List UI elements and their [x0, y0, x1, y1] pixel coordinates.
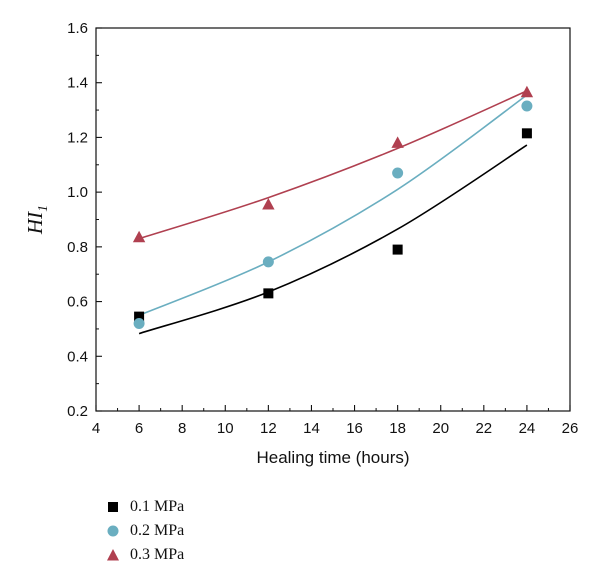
data-point-circle: [133, 317, 145, 329]
y-axis-title-main: HI: [23, 211, 47, 235]
x-tick-label: 16: [346, 420, 363, 437]
x-axis-title: Healing time (hours): [256, 448, 409, 467]
x-tick-label: 10: [217, 420, 234, 437]
legend-square-marker-icon: [108, 502, 118, 512]
x-tick-label: 12: [260, 420, 277, 437]
data-point-triangle: [132, 230, 146, 243]
x-tick-label: 24: [519, 420, 536, 437]
y-tick-label: 1.0: [67, 184, 88, 201]
data-point-square: [521, 128, 532, 139]
x-tick-label: 6: [135, 420, 143, 437]
data-point-square: [392, 244, 403, 255]
data-markers: [132, 85, 534, 329]
x-tick-label: 18: [389, 420, 406, 437]
y-tick-label: 1.4: [67, 75, 88, 92]
y-tick-label: 0.8: [67, 239, 88, 256]
legend-label: 0.2 MPa: [130, 522, 185, 539]
legend-circle-marker-icon: [107, 525, 119, 537]
data-point-square: [134, 311, 145, 322]
y-tick-label: 1.2: [67, 129, 88, 146]
y-axis-ticks: 0.2 0.4 0.6 0.8 1.0 1.2 1.4 1.6: [67, 20, 102, 420]
fit-curve-series-0: [138, 144, 528, 335]
legend-item-0-2-mpa: 0.2 MPa: [106, 521, 184, 541]
y-axis-title-subscript: 1: [36, 205, 51, 212]
x-tick-label: 14: [303, 420, 320, 437]
y-tick-label: 0.2: [67, 403, 88, 420]
data-point-circle: [521, 100, 533, 112]
fit-curve-series-2: [138, 90, 528, 240]
data-point-triangle: [262, 197, 275, 210]
y-tick-label: 1.6: [67, 20, 88, 37]
y-tick-label: 0.4: [67, 348, 88, 365]
data-point-triangle: [520, 85, 534, 98]
legend-item-0-3-mpa: 0.3 MPa: [106, 545, 184, 565]
data-point-circle: [392, 167, 404, 179]
data-point-square: [263, 288, 274, 299]
y-axis-title: HI1: [23, 205, 51, 235]
data-point-circle: [262, 256, 274, 268]
data-point-triangle: [391, 136, 404, 148]
legend-triangle-marker-icon: [107, 549, 119, 561]
x-tick-label: 4: [92, 420, 100, 437]
fit-curve-series-1: [138, 94, 528, 317]
x-tick-label: 20: [432, 420, 449, 437]
x-tick-label: 8: [178, 420, 186, 437]
x-axis-ticks: 4 6 8 10 12 14 16 18 20 22 24 26: [92, 405, 579, 437]
legend-label: 0.3 MPa: [130, 546, 185, 563]
x-tick-label: 22: [475, 420, 492, 437]
x-tick-label: 26: [562, 420, 579, 437]
legend-item-0-1-mpa: 0.1 MPa: [106, 497, 184, 517]
legend-label: 0.1 MPa: [130, 498, 185, 515]
y-tick-label: 0.6: [67, 294, 88, 311]
fit-curves: [138, 90, 528, 335]
plot-frame: [95, 27, 571, 412]
